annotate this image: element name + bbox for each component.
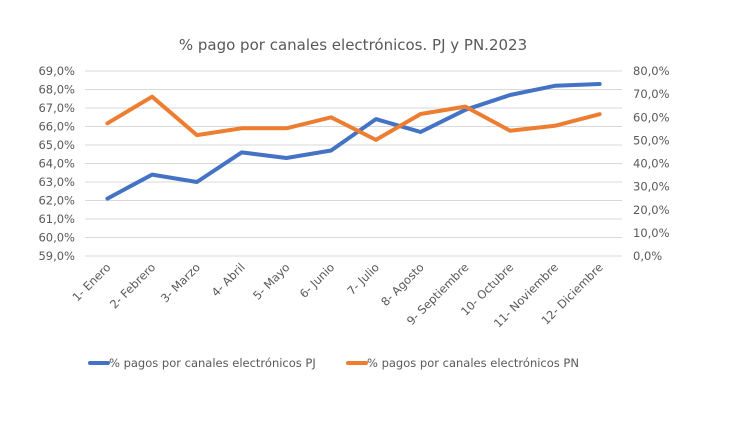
y-right-tick-label: 0,0% xyxy=(633,249,662,263)
y-right-tick-label: 80,0% xyxy=(633,64,670,78)
legend-item-pn: % pagos por canales electrónicos PN xyxy=(346,356,579,370)
y-left-tick-label: 61,0% xyxy=(38,212,75,226)
y-right-tick-label: 40,0% xyxy=(633,157,670,171)
y-left-tick-label: 63,0% xyxy=(38,175,75,189)
series-lines xyxy=(105,82,602,201)
legend-item-pj: % pagos por canales electrónicos PJ xyxy=(88,356,316,370)
y-left-tick-label: 66,0% xyxy=(38,120,75,134)
y-left-tick-label: 65,0% xyxy=(38,138,75,152)
series-line-pj xyxy=(105,82,602,201)
y-right-tick-label: 60,0% xyxy=(633,110,670,124)
y-right-tick-label: 20,0% xyxy=(633,203,670,217)
y-axis-right: 80,0% 70,0% 60,0% 50,0% 40,0% 30,0% 20,0% 10,0%… xyxy=(633,64,670,263)
y-left-tick-label: 67,0% xyxy=(38,101,75,115)
series-line-pn xyxy=(105,94,602,142)
legend: % pagos por canales electrónicos PJ % pag… xyxy=(88,356,579,370)
chart-title: % pago por canales electrónicos. PJ y PN… xyxy=(179,36,527,54)
legend-label: % pagos por canales electrónicos PN xyxy=(367,356,579,370)
y-right-tick-label: 10,0% xyxy=(633,226,670,240)
y-left-tick-label: 62,0% xyxy=(38,194,75,208)
y-right-tick-label: 50,0% xyxy=(633,133,670,147)
y-left-tick-label: 59,0% xyxy=(38,249,75,263)
legend-label: % pagos por canales electrónicos PJ xyxy=(109,356,316,370)
y-left-tick-label: 68,0% xyxy=(38,83,75,97)
gridlines xyxy=(85,70,622,257)
y-right-tick-label: 70,0% xyxy=(633,87,670,101)
y-left-tick-label: 64,0% xyxy=(38,157,75,171)
y-left-tick-label: 69,0% xyxy=(38,64,75,78)
y-axis-left: 69,0% 68,0% 67,0% 66,0% 65,0% 64,0% 63,0% 62,0%… xyxy=(38,64,75,263)
y-left-tick-label: 60,0% xyxy=(38,231,75,245)
y-right-tick-label: 30,0% xyxy=(633,180,670,194)
